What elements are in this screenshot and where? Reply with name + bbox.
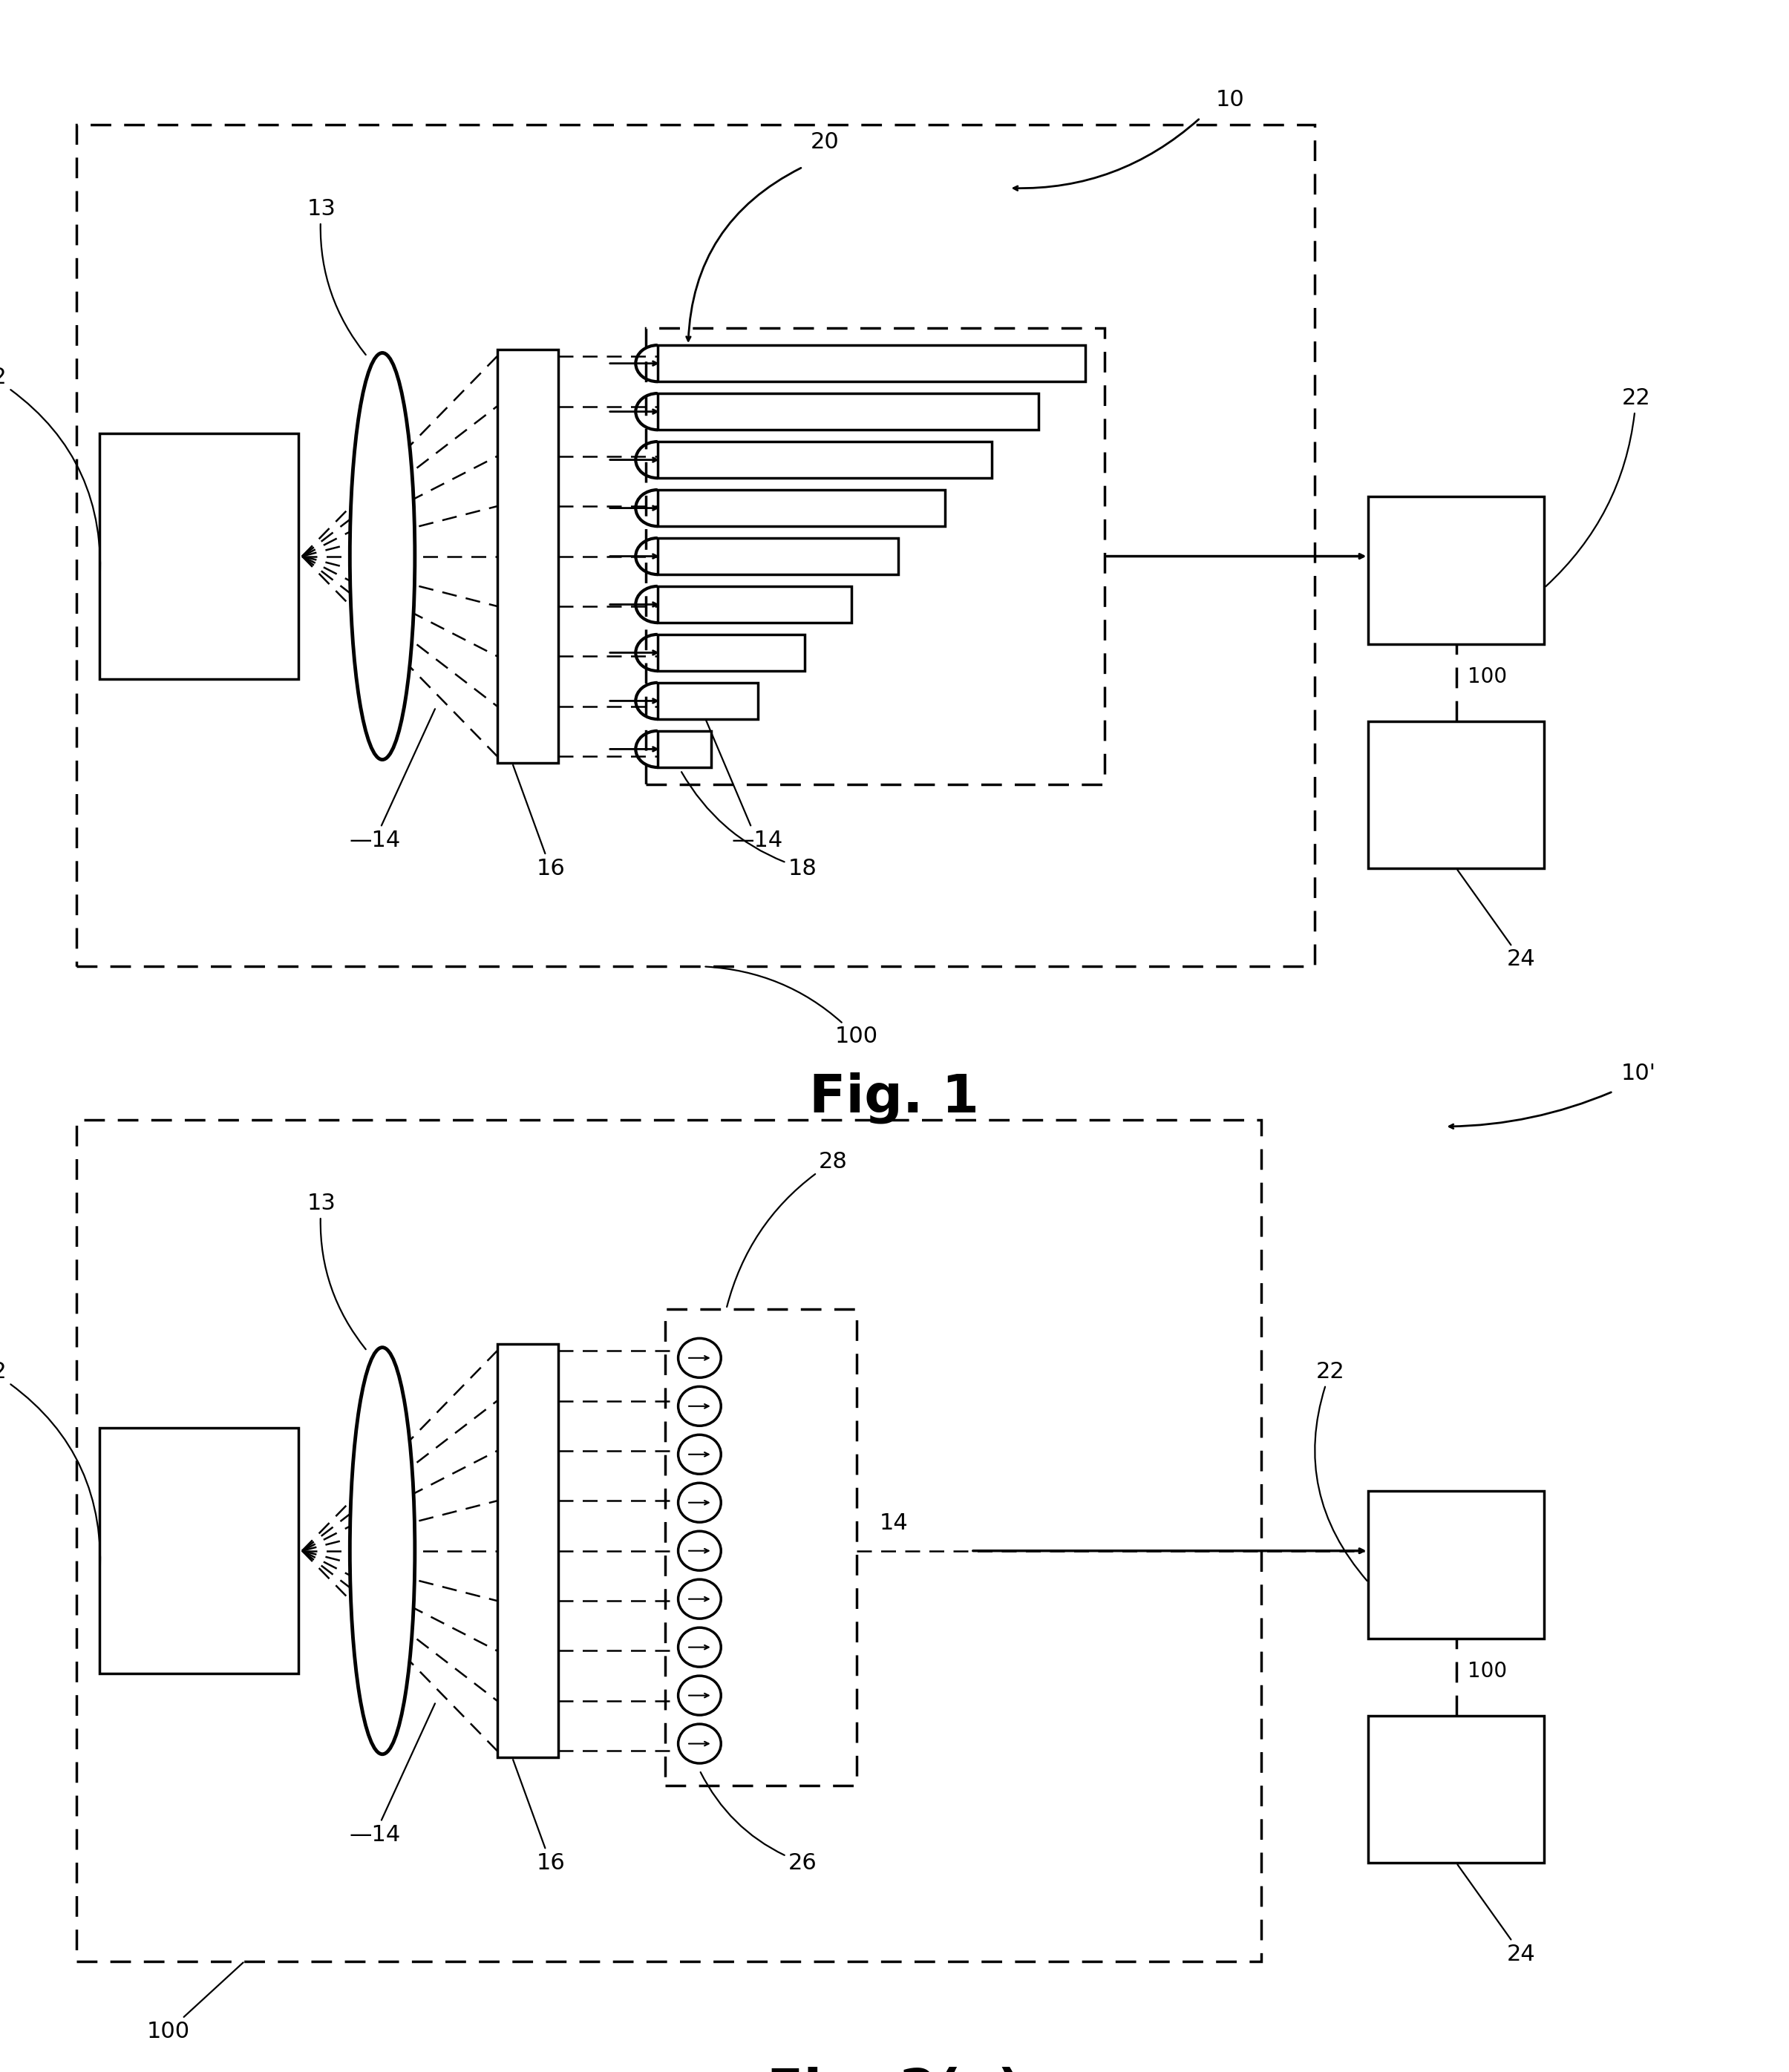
Bar xyxy=(497,350,558,762)
Bar xyxy=(77,124,1315,966)
Text: 100: 100 xyxy=(147,1962,243,2043)
Text: 14: 14 xyxy=(878,1513,909,1533)
Text: —14: —14 xyxy=(349,1703,435,1846)
Text: 12: 12 xyxy=(0,367,100,586)
Text: 22: 22 xyxy=(1546,387,1649,586)
Ellipse shape xyxy=(351,1347,415,1755)
Text: Fig. 1: Fig. 1 xyxy=(809,1071,980,1123)
Text: 24: 24 xyxy=(1458,870,1535,970)
Text: 13: 13 xyxy=(306,1193,365,1349)
Text: Fig. 2(a): Fig. 2(a) xyxy=(767,2066,1022,2072)
Bar xyxy=(658,539,898,574)
Circle shape xyxy=(678,1676,721,1716)
Text: 100: 100 xyxy=(705,968,878,1048)
Bar xyxy=(658,731,710,767)
Ellipse shape xyxy=(351,352,415,760)
Circle shape xyxy=(678,1484,721,1523)
Bar xyxy=(497,1345,558,1757)
Text: 22: 22 xyxy=(1315,1361,1367,1581)
Text: 10': 10' xyxy=(1621,1063,1655,1084)
Text: —14: —14 xyxy=(349,709,435,852)
Text: 100: 100 xyxy=(1467,1662,1506,1682)
Text: 28: 28 xyxy=(726,1150,848,1307)
Bar xyxy=(1369,1716,1544,1863)
Bar xyxy=(1369,1492,1544,1639)
Text: 20: 20 xyxy=(810,131,839,153)
Bar xyxy=(658,346,1086,381)
Bar xyxy=(658,586,852,624)
Bar xyxy=(100,1428,299,1674)
Circle shape xyxy=(678,1386,721,1426)
Text: 24: 24 xyxy=(1458,1865,1535,1964)
Bar xyxy=(1369,497,1544,644)
Bar xyxy=(658,394,1039,429)
Bar xyxy=(646,327,1104,783)
Text: 16: 16 xyxy=(513,765,565,879)
Circle shape xyxy=(678,1434,721,1473)
Text: 12: 12 xyxy=(0,1361,100,1581)
Bar xyxy=(77,1119,1261,1960)
Circle shape xyxy=(678,1531,721,1571)
Bar xyxy=(100,433,299,680)
Text: 26: 26 xyxy=(701,1772,818,1873)
Bar xyxy=(666,1310,857,1786)
Circle shape xyxy=(678,1724,721,1763)
Text: 100: 100 xyxy=(1467,667,1506,688)
Text: —14: —14 xyxy=(705,717,782,852)
Text: 10: 10 xyxy=(1215,89,1245,112)
Bar xyxy=(1369,721,1544,868)
Bar xyxy=(658,682,759,719)
Bar xyxy=(658,441,991,479)
Text: 13: 13 xyxy=(306,199,365,354)
Bar xyxy=(658,634,805,671)
Text: 18: 18 xyxy=(682,773,818,879)
Bar xyxy=(658,489,945,526)
Text: 16: 16 xyxy=(513,1759,565,1873)
Circle shape xyxy=(678,1579,721,1618)
Circle shape xyxy=(678,1339,721,1378)
Circle shape xyxy=(678,1629,721,1666)
